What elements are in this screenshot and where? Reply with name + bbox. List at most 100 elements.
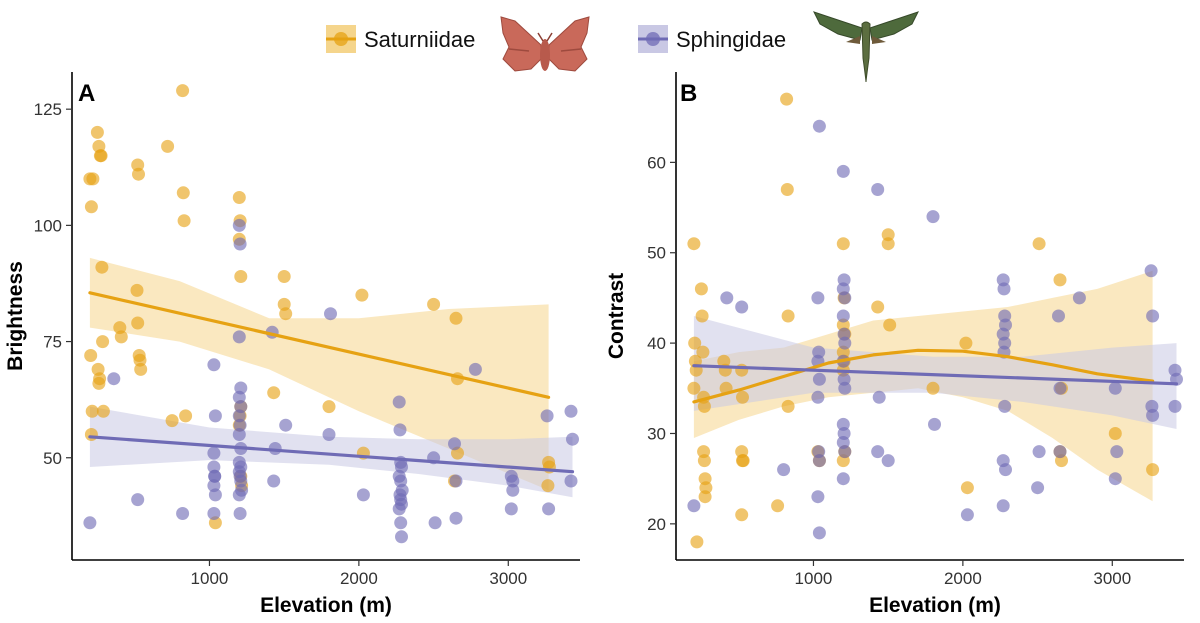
data-point-sphingidae xyxy=(871,445,885,459)
panel-b-trend-lines xyxy=(692,348,1179,404)
data-point-sphingidae xyxy=(997,282,1011,296)
data-point-sphingidae xyxy=(1072,291,1086,305)
data-point-sphingidae xyxy=(506,474,520,488)
data-point-saturniidae xyxy=(687,237,701,251)
data-point-saturniidae xyxy=(735,363,749,377)
panel-b-x-axis-title: Elevation (m) xyxy=(869,594,1001,617)
data-point-sphingidae xyxy=(1053,445,1067,459)
data-point-sphingidae xyxy=(1053,381,1067,395)
data-point-saturniidae xyxy=(114,330,128,344)
data-point-saturniidae xyxy=(687,381,701,395)
data-point-sphingidae xyxy=(506,483,520,497)
data-point-sphingidae xyxy=(836,472,850,486)
data-point-saturniidae xyxy=(697,399,711,413)
data-point-saturniidae xyxy=(688,336,702,350)
data-point-sphingidae xyxy=(232,409,246,423)
panel-b-trend-line-saturniidae xyxy=(692,348,1155,404)
data-point-sphingidae xyxy=(836,164,850,178)
data-point-saturniidae xyxy=(836,237,850,251)
legend-key-saturniidae-point xyxy=(334,32,348,46)
panel-b-y-axis-title: Contrast xyxy=(605,273,628,359)
data-point-saturniidae xyxy=(234,270,248,283)
data-point-saturniidae xyxy=(881,228,895,242)
data-point-sphingidae xyxy=(960,508,974,522)
data-point-sphingidae xyxy=(356,488,370,502)
y-tick-label: 20 xyxy=(647,515,666,534)
data-point-saturniidae xyxy=(267,386,281,400)
x-tick-label: 3000 xyxy=(489,569,527,588)
data-point-saturniidae xyxy=(771,499,785,513)
data-point-saturniidae xyxy=(84,200,98,214)
data-point-sphingidae xyxy=(322,428,336,441)
data-point-sphingidae xyxy=(872,390,886,404)
data-point-sphingidae xyxy=(448,437,461,451)
data-point-saturniidae xyxy=(130,283,144,297)
data-point-saturniidae xyxy=(179,409,193,423)
y-tick-label: 125 xyxy=(34,100,62,119)
data-point-sphingidae xyxy=(395,530,408,544)
data-point-sphingidae xyxy=(449,511,463,525)
data-point-sphingidae xyxy=(392,395,406,409)
data-point-sphingidae xyxy=(233,237,247,251)
sphingid-moth-icon xyxy=(813,11,919,83)
data-point-saturniidae xyxy=(279,307,293,321)
data-point-saturniidae xyxy=(134,362,148,376)
panel-b-trend-line-sphingidae xyxy=(692,364,1179,386)
data-point-sphingidae xyxy=(812,454,826,468)
data-point-sphingidae xyxy=(232,428,246,441)
data-point-sphingidae xyxy=(564,404,578,418)
data-point-sphingidae xyxy=(176,507,190,520)
data-point-saturniidae xyxy=(176,84,190,98)
data-point-saturniidae xyxy=(355,288,369,302)
panel-a-x-axis-title: Elevation (m) xyxy=(260,594,392,617)
data-point-saturniidae xyxy=(736,390,749,404)
data-point-saturniidae xyxy=(541,479,555,493)
data-point-sphingidae xyxy=(131,493,145,507)
data-point-saturniidae xyxy=(871,300,885,314)
data-point-sphingidae xyxy=(838,291,852,305)
data-point-saturniidae xyxy=(165,414,179,428)
legend-key-sphingidae-point xyxy=(646,32,660,46)
data-point-saturniidae xyxy=(881,237,895,251)
panel-a-trend-lines xyxy=(88,291,575,474)
data-point-sphingidae xyxy=(838,381,852,395)
panel-a-ci-band-sphingidae xyxy=(89,406,573,498)
data-point-saturniidae xyxy=(95,260,109,274)
y-tick-label: 60 xyxy=(647,153,666,172)
data-point-sphingidae xyxy=(836,309,850,323)
data-point-sphingidae xyxy=(811,490,825,504)
x-tick-label: 2000 xyxy=(944,569,982,588)
data-point-sphingidae xyxy=(812,119,826,133)
y-tick-label: 50 xyxy=(43,449,62,468)
data-point-sphingidae xyxy=(926,210,940,224)
panel-a-points xyxy=(83,84,579,544)
data-point-sphingidae xyxy=(1146,309,1160,323)
y-tick-label: 30 xyxy=(647,424,666,443)
panel-a-x-ticks: 1000 2000 3000 xyxy=(191,560,527,588)
data-point-sphingidae xyxy=(928,417,941,431)
data-point-sphingidae xyxy=(208,488,222,502)
data-point-saturniidae xyxy=(883,318,897,332)
data-point-saturniidae xyxy=(736,454,750,468)
data-point-saturniidae xyxy=(780,183,794,196)
legend-item-saturniidae: Saturniidae xyxy=(326,25,475,53)
panel-a-trend-line-sphingidae xyxy=(88,435,575,474)
data-point-sphingidae xyxy=(232,330,246,344)
data-point-saturniidae xyxy=(735,508,749,522)
data-point-sphingidae xyxy=(207,446,221,460)
data-point-sphingidae xyxy=(1031,481,1045,495)
y-tick-label: 50 xyxy=(647,244,666,263)
legend-label-saturniidae: Saturniidae xyxy=(364,27,475,52)
data-point-saturniidae xyxy=(176,186,190,200)
data-point-sphingidae xyxy=(811,291,825,305)
data-point-saturniidae xyxy=(1146,463,1160,477)
panel-a-ci-band-saturniidae xyxy=(89,257,549,491)
data-point-saturniidae xyxy=(690,535,704,549)
x-tick-label: 1000 xyxy=(191,569,229,588)
data-point-saturniidae xyxy=(694,282,708,296)
data-point-saturniidae xyxy=(161,139,175,153)
data-point-sphingidae xyxy=(871,183,885,196)
data-point-saturniidae xyxy=(85,404,99,418)
panel-b-ci-band-sphingidae xyxy=(693,316,1177,429)
